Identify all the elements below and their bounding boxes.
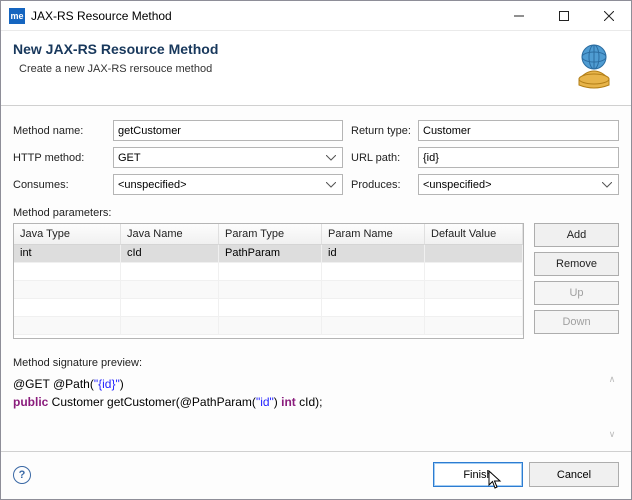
down-button[interactable]: Down [534,310,619,334]
add-button[interactable]: Add [534,223,619,247]
signature-preview-label: Method signature preview: [13,357,619,369]
dialog-footer: ? Finish Cancel [1,451,631,499]
parameters-table[interactable]: Java Type Java Name Param Type Param Nam… [13,223,524,339]
cell-default-value [425,245,523,263]
return-type-input[interactable] [418,120,619,141]
dialog-header: New JAX-RS Resource Method Create a new … [1,31,631,106]
minimize-button[interactable] [496,1,541,30]
close-button[interactable] [586,1,631,30]
signature-preview: @GET @Path("{id}") public Customer getCu… [13,373,619,441]
code-text: @GET @Path( [13,377,94,391]
col-param-name[interactable]: Param Name [322,224,425,245]
dialog-window: me JAX-RS Resource Method New JAX-RS Res… [0,0,632,500]
dialog-title: New JAX-RS Resource Method [13,41,218,57]
table-row[interactable]: int cId PathParam id [14,245,523,263]
url-path-label: URL path: [343,152,418,164]
produces-label: Produces: [343,179,418,191]
up-button[interactable]: Up [534,281,619,305]
consumes-select[interactable]: <unspecified> [113,174,343,195]
maximize-button[interactable] [541,1,586,30]
url-path-input[interactable] [418,147,619,168]
consumes-label: Consumes: [13,179,113,191]
method-parameters-label: Method parameters: [13,207,619,219]
cell-java-name: cId [121,245,219,263]
code-string: "id" [256,395,274,409]
window-title: JAX-RS Resource Method [31,9,496,23]
wizard-icon [569,41,619,91]
produces-select[interactable]: <unspecified> [418,174,619,195]
code-text: cId); [296,395,323,409]
method-name-input[interactable] [113,120,343,141]
dialog-subtitle: Create a new JAX-RS rersouce method [19,63,218,75]
method-name-label: Method name: [13,125,113,137]
dialog-body: Method name: Return type: HTTP method: G… [1,106,631,451]
cell-param-name: id [322,245,425,263]
code-text: ) [120,377,124,391]
remove-button[interactable]: Remove [534,252,619,276]
scroll-up-icon: ∧ [609,373,616,387]
code-string: "{id}" [94,377,120,391]
code-type: int [281,395,296,409]
title-bar: me JAX-RS Resource Method [1,1,631,31]
scroll-area[interactable]: ∧∨ [605,373,619,441]
http-method-select[interactable]: GET [113,147,343,168]
col-java-type[interactable]: Java Type [14,224,121,245]
cursor-icon [488,470,502,490]
help-icon[interactable]: ? [13,466,31,484]
table-row[interactable] [14,299,523,317]
col-java-name[interactable]: Java Name [121,224,219,245]
scroll-down-icon: ∨ [609,428,616,442]
table-row[interactable] [14,281,523,299]
cell-param-type: PathParam [219,245,322,263]
cell-java-type: int [14,245,121,263]
return-type-label: Return type: [343,125,418,137]
app-icon: me [9,8,25,24]
col-default-value[interactable]: Default Value [425,224,523,245]
http-method-label: HTTP method: [13,152,113,164]
table-row[interactable] [14,317,523,335]
finish-button[interactable]: Finish [433,462,523,487]
col-param-type[interactable]: Param Type [219,224,322,245]
code-text: Customer getCustomer(@PathParam( [48,395,256,409]
table-row[interactable] [14,263,523,281]
code-keyword: public [13,395,48,409]
cancel-button[interactable]: Cancel [529,462,619,487]
